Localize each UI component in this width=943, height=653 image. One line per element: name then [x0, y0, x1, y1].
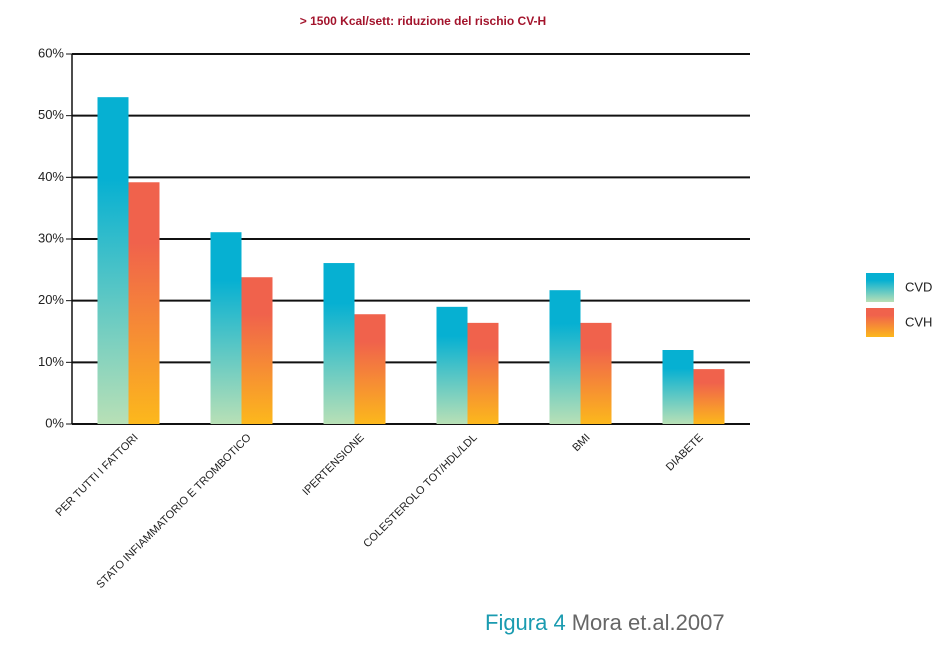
bar — [97, 97, 129, 425]
bar — [467, 322, 499, 424]
legend-label: CVD — [905, 279, 932, 294]
bar — [549, 290, 581, 424]
bar — [580, 322, 612, 424]
chart-title: > 1500 Kcal/sett: riduzione del rischio … — [300, 14, 546, 28]
bar — [693, 369, 725, 424]
bar — [436, 306, 468, 424]
y-tick-label: 20% — [38, 292, 64, 307]
y-tick-label: 0% — [45, 415, 64, 430]
bar — [210, 232, 242, 424]
y-tick-label: 30% — [38, 230, 64, 245]
x-tick-label: COLESTEROLO TOT/HDL/LDL — [361, 432, 479, 550]
x-tick-label: IPERTENSIONE — [300, 432, 366, 498]
caption-source: Mora et.al.2007 — [572, 610, 725, 635]
bar — [241, 277, 273, 424]
bar — [354, 314, 386, 424]
legend-label: CVH — [905, 314, 932, 329]
caption-figure: Figura 4 — [485, 610, 566, 635]
x-tick-label: DIABETE — [664, 432, 706, 474]
caption: Figura 4 Mora et.al.2007 — [485, 610, 725, 635]
legend-swatch — [866, 273, 894, 302]
y-tick-label: 10% — [38, 354, 64, 369]
x-tick-label: BMI — [570, 432, 592, 454]
bar — [128, 182, 160, 424]
y-tick-label: 40% — [38, 169, 64, 184]
bar — [323, 263, 355, 424]
x-tick-label: PER TUTTI I FATTORI — [54, 432, 141, 519]
bar — [662, 350, 694, 424]
y-tick-label: 50% — [38, 107, 64, 122]
y-tick-label: 60% — [38, 45, 64, 60]
legend-swatch — [866, 308, 894, 337]
